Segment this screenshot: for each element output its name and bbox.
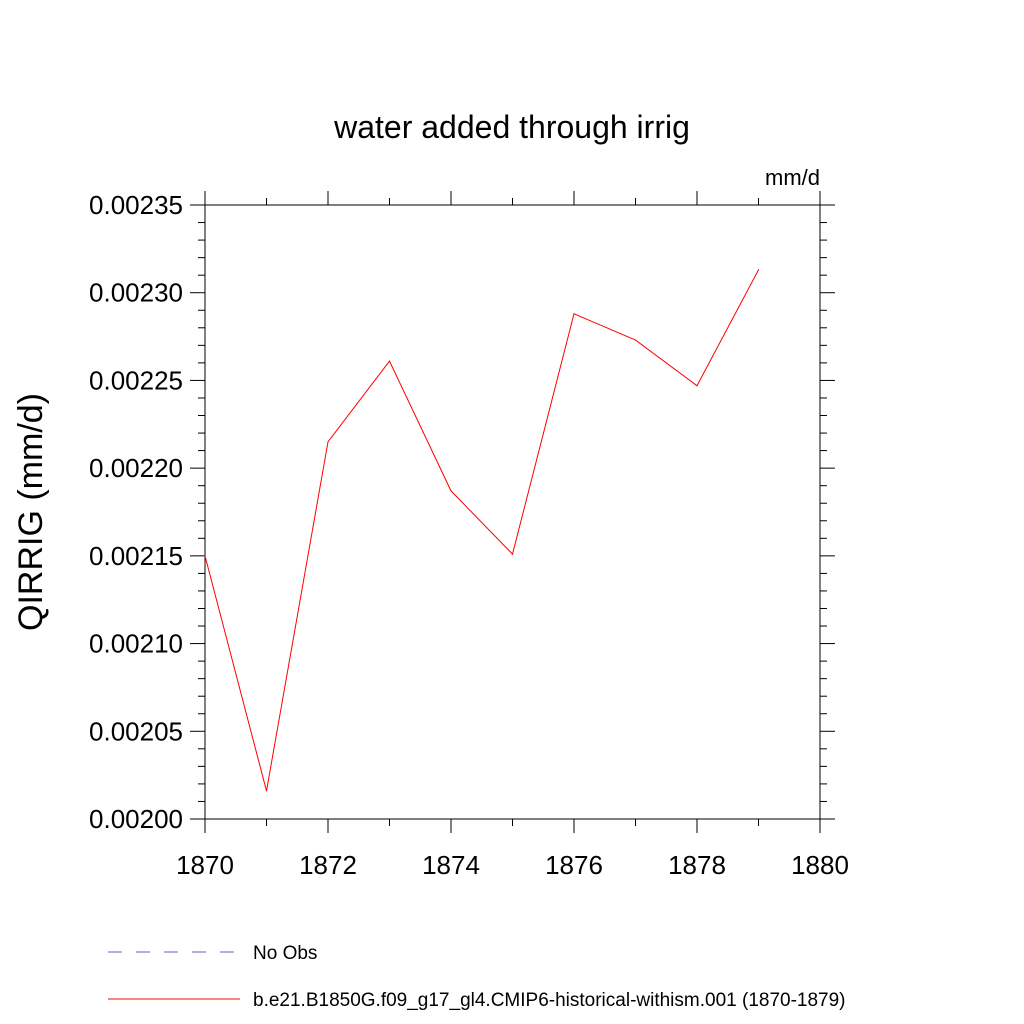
chart-title: water added through irrig [333,109,690,145]
y-tick-label: 0.00210 [89,629,183,659]
plot-series [204,269,760,792]
legend-label: b.e21.B1850G.f09_g17_gl4.CMIP6-historica… [253,990,846,1011]
data-point [388,360,391,362]
x-tick-label: 1880 [791,850,849,880]
x-tick-label: 1878 [668,850,726,880]
y-tick-label: 0.00215 [89,541,183,571]
y-tick-label: 0.00220 [89,453,183,483]
x-tick-label: 1872 [299,850,357,880]
x-tick-label: 1876 [545,850,603,880]
data-point [204,555,206,557]
series-line [204,269,759,792]
plot-frame [204,204,821,820]
x-tick-label: 1870 [176,850,234,880]
y-tick-label: 0.00205 [89,716,183,746]
data-point [634,339,637,341]
x-tick-label: 1874 [422,850,480,880]
legend: No Obs b.e21.B1850G.f09_g17_gl4.CMIP6-his… [108,943,846,1011]
data-point [696,385,698,387]
axes: 1870 1872 1874 1876 1878 1880 0.00200 0.00205 0.… [89,190,849,880]
y-tick-label: 0.00235 [89,190,183,220]
y-tick-label: 0.00200 [89,804,183,834]
y-axis-title: QIRRIG (mm/d) [12,393,50,631]
data-point [757,269,760,271]
y-tick-label: 0.00230 [89,278,183,308]
data-point [265,790,268,792]
legend-label: No Obs [253,943,317,964]
data-point [450,490,452,492]
data-point [327,441,329,443]
y-tick-label: 0.00225 [89,365,183,395]
data-point [511,553,514,555]
data-point [573,313,575,315]
units-label: mm/d [765,165,820,190]
